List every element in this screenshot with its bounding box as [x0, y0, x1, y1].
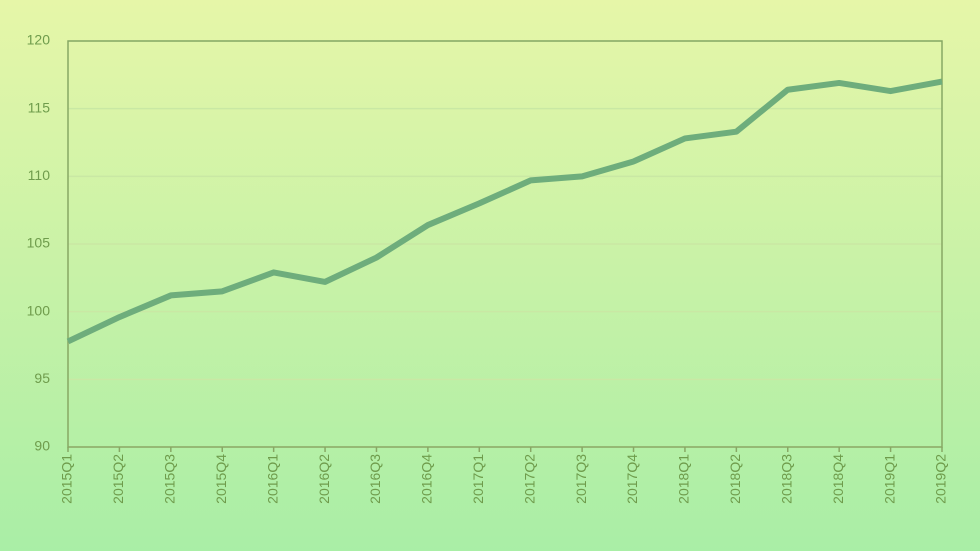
x-tick-label: 2016Q3	[367, 454, 383, 504]
x-tick-label: 2017Q3	[573, 454, 589, 504]
y-tick-label: 115	[28, 99, 51, 115]
x-tick-label: 2015Q3	[162, 454, 178, 504]
y-tick-label: 95	[34, 370, 50, 386]
x-tick-label: 2015Q2	[110, 454, 126, 504]
x-tick-label: 2019Q1	[881, 454, 897, 504]
y-tick-label: 120	[27, 32, 51, 48]
x-tick-label: 2015Q1	[59, 454, 75, 504]
plot-border	[67, 40, 943, 448]
x-tick-label: 2018Q4	[830, 454, 846, 504]
x-tick-label: 2017Q1	[470, 454, 486, 504]
x-tick-label: 2019Q2	[933, 454, 949, 504]
x-tick-label: 2018Q3	[778, 454, 794, 504]
y-tick-label: 105	[27, 235, 51, 251]
y-tick-label: 100	[27, 302, 51, 318]
x-tick-label: 2017Q2	[521, 454, 537, 504]
x-tick-label: 2018Q2	[727, 454, 743, 504]
x-tick-label: 2016Q4	[419, 454, 435, 504]
x-tick-label: 2017Q4	[624, 454, 640, 504]
x-tick-label: 2015Q4	[213, 454, 229, 504]
data-line	[66, 78, 943, 345]
x-tick-label: 2016Q2	[316, 454, 332, 504]
x-tick-label: 2016Q1	[264, 454, 280, 504]
y-tick-label: 90	[34, 438, 50, 454]
x-tick-label: 2018Q1	[676, 454, 692, 504]
y-tick-label: 110	[28, 167, 51, 183]
